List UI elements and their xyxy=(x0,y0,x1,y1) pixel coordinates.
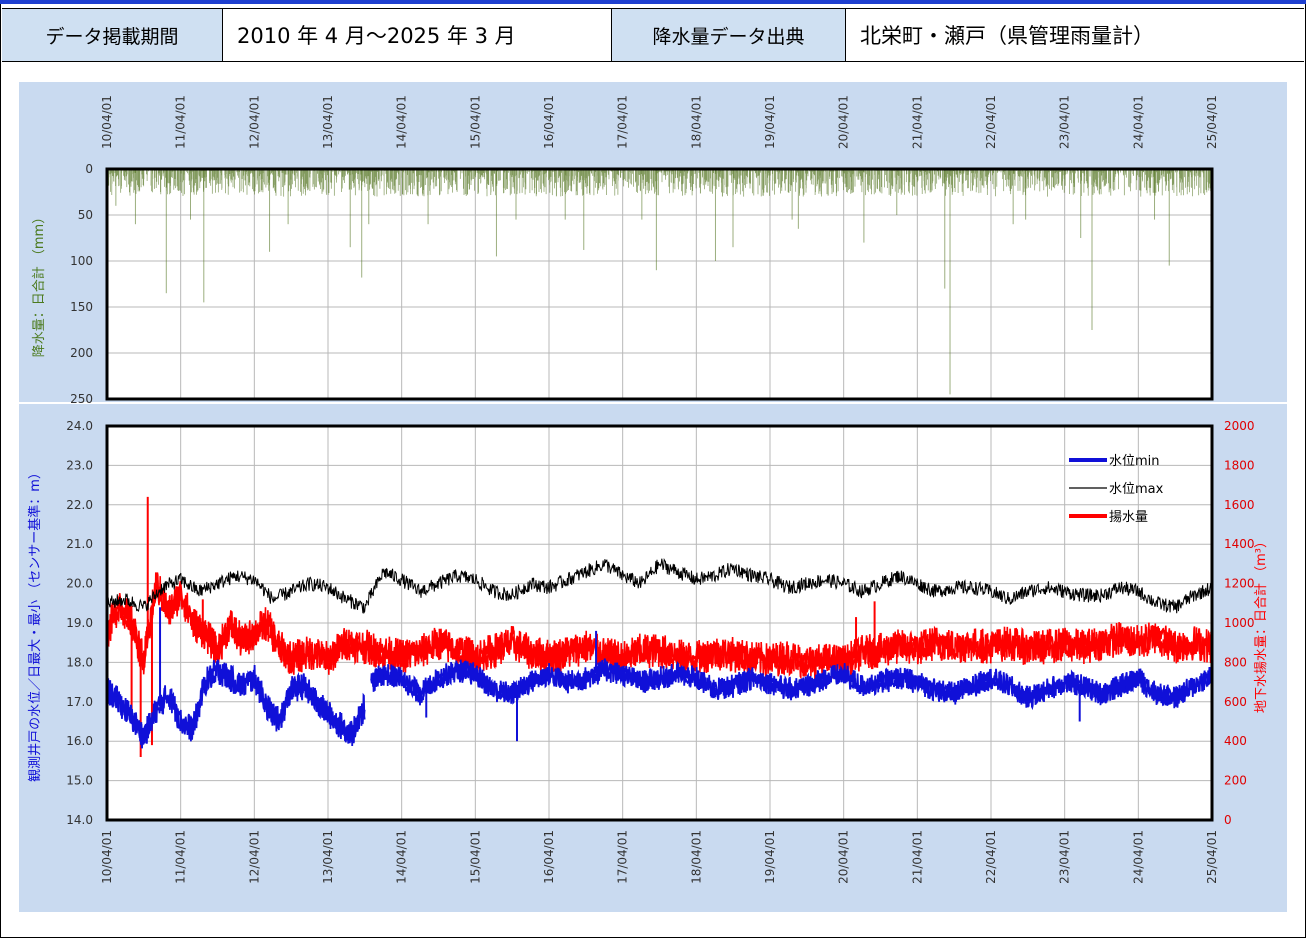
water-x-tick-label: 16/04/01 xyxy=(542,830,556,884)
water-x-tick-label: 13/04/01 xyxy=(321,830,335,884)
rain-x-tick-label: 24/04/01 xyxy=(1131,95,1145,149)
rain-x-tick-label: 21/04/01 xyxy=(910,95,924,149)
rain-x-tick-label: 14/04/01 xyxy=(395,95,409,149)
water-x-tick-label: 25/04/01 xyxy=(1205,830,1219,884)
rain-x-tick-label: 13/04/01 xyxy=(321,95,335,149)
water-left-y-axis-label: 観測井戸の水位／日最大・最小 （センサー基準：m） xyxy=(27,466,43,782)
water-left-y-tick-label: 18.0 xyxy=(66,655,93,669)
water-x-tick-label: 12/04/01 xyxy=(247,830,261,884)
water-x-tick-label: 24/04/01 xyxy=(1131,830,1145,884)
rain-x-tick-label: 11/04/01 xyxy=(174,95,188,149)
water-left-y-tick-label: 17.0 xyxy=(66,695,93,709)
source-label: 降水量データ出典 xyxy=(612,9,846,61)
info-header: データ掲載期間 2010 年 4 月～2025 年 3 月 降水量データ出典 北… xyxy=(2,8,1304,62)
source-value: 北栄町・瀬戸（県管理雨量計） xyxy=(846,9,1304,61)
series-water-min-line-b xyxy=(106,661,366,745)
water-right-y-tick-label: 1800 xyxy=(1224,458,1255,472)
water-left-y-tick-label: 21.0 xyxy=(66,537,93,551)
rain-y-tick-label: 0 xyxy=(85,162,93,176)
rain-y-tick-label: 250 xyxy=(70,392,93,406)
water-x-tick-label: 22/04/01 xyxy=(984,830,998,884)
legend-label: 揚水量 xyxy=(1109,509,1148,525)
water-x-tick-label: 15/04/01 xyxy=(468,830,482,884)
rain-y-axis-label: 降水量：日合計 （mm） xyxy=(31,211,47,357)
series-water-max-line xyxy=(106,557,1213,615)
rain-x-tick-label: 19/04/01 xyxy=(763,95,777,149)
water-left-y-tick-label: 23.0 xyxy=(66,458,93,472)
period-label: データ掲載期間 xyxy=(2,9,223,61)
water-right-y-tick-label: 600 xyxy=(1224,695,1247,709)
water-right-y-ticks: 0 200 400 600 800 1000 1200 1400 1600 1800 2000 xyxy=(1224,419,1255,827)
rain-x-tick-label: 20/04/01 xyxy=(837,95,851,149)
rain-x-tick-label: 10/04/01 xyxy=(100,95,114,149)
water-x-tick-label: 17/04/01 xyxy=(616,830,630,884)
water-plot-border xyxy=(105,424,1214,822)
rain-x-tick-label: 23/04/01 xyxy=(1058,95,1072,149)
water-right-y-tick-label: 1000 xyxy=(1224,616,1255,630)
rain-x-ticks: 10/04/01 11/04/01 12/04/01 13/04/01 14/04/01… xyxy=(100,95,1219,149)
water-right-y-axis-label: 地下水揚水量：日合計 （m³） xyxy=(1253,535,1269,713)
water-x-tick-label: 11/04/01 xyxy=(174,830,188,884)
water-right-y-tick-label: 200 xyxy=(1224,774,1247,788)
water-x-tick-label: 14/04/01 xyxy=(395,830,409,884)
water-left-y-tick-label: 24.0 xyxy=(66,419,93,433)
rain-x-tick-label: 16/04/01 xyxy=(542,95,556,149)
water-x-tick-label: 19/04/01 xyxy=(763,830,777,884)
water-x-tick-label: 10/04/01 xyxy=(100,830,114,884)
series-water-min-line-d xyxy=(370,661,1213,705)
rain-plot-border xyxy=(105,167,1214,401)
legend-label: 水位min xyxy=(1109,454,1160,469)
water-left-y-ticks: 14.0 15.0 16.0 17.0 18.0 19.0 20.0 21.0 22.0 23.0… xyxy=(66,419,93,827)
water-right-y-tick-label: 1600 xyxy=(1224,498,1255,512)
rain-plot-area xyxy=(107,169,1212,399)
water-right-y-tick-label: 1200 xyxy=(1224,577,1255,591)
water-left-y-tick-label: 22.0 xyxy=(66,498,93,512)
rain-x-tick-label: 18/04/01 xyxy=(689,95,703,149)
rain-x-tick-label: 22/04/01 xyxy=(984,95,998,149)
water-x-tick-label: 23/04/01 xyxy=(1058,830,1072,884)
chart-area: 0 50 100 150 200 250 10/04/01 11/04/01 12/04/01… xyxy=(19,82,1287,912)
rain-y-tick-label: 200 xyxy=(70,346,93,360)
legend-label: 水位max xyxy=(1109,482,1164,497)
rain-y-ticks: 0 50 100 150 200 250 xyxy=(70,162,93,406)
water-series xyxy=(106,496,1213,757)
rain-y-tick-label: 50 xyxy=(78,208,93,222)
water-x-tick-label: 20/04/01 xyxy=(837,830,851,884)
water-right-y-tick-label: 0 xyxy=(1224,813,1232,827)
series-pumping-line-b xyxy=(106,574,1213,674)
rain-x-tick-label: 17/04/01 xyxy=(616,95,630,149)
water-right-y-tick-label: 800 xyxy=(1224,655,1247,669)
water-left-y-tick-label: 14.0 xyxy=(66,813,93,827)
water-x-tick-label: 18/04/01 xyxy=(689,830,703,884)
water-right-y-tick-label: 1400 xyxy=(1224,537,1255,551)
rain-y-tick-label: 100 xyxy=(70,254,93,268)
water-right-y-tick-label: 2000 xyxy=(1224,419,1255,433)
top-accent-bar xyxy=(0,0,1306,4)
water-left-y-tick-label: 19.0 xyxy=(66,616,93,630)
water-left-y-tick-label: 20.0 xyxy=(66,577,93,591)
rain-y-tick-label: 150 xyxy=(70,300,93,314)
legend: 水位min 水位max 揚水量 xyxy=(1069,454,1164,525)
rain-x-tick-label: 15/04/01 xyxy=(468,95,482,149)
period-value: 2010 年 4 月～2025 年 3 月 xyxy=(223,9,612,61)
water-left-y-tick-label: 15.0 xyxy=(66,774,93,788)
water-x-ticks: 10/04/01 11/04/01 12/04/01 13/04/01 14/04/01… xyxy=(100,830,1219,884)
water-x-tick-label: 21/04/01 xyxy=(910,830,924,884)
water-left-y-tick-label: 16.0 xyxy=(66,734,93,748)
rain-x-tick-label: 12/04/01 xyxy=(247,95,261,149)
rain-x-tick-label: 25/04/01 xyxy=(1205,95,1219,149)
water-right-y-tick-label: 400 xyxy=(1224,734,1247,748)
